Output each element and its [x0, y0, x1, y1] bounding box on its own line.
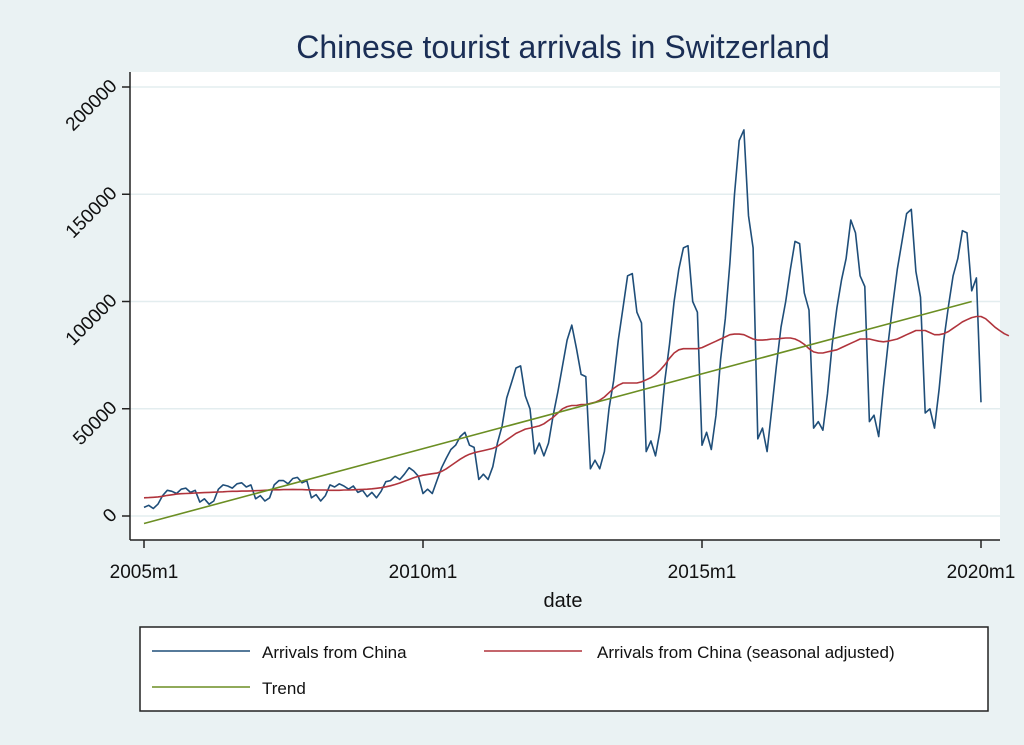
x-tick-label: 2005m1 [110, 562, 179, 583]
x-tick-label: 2020m1 [947, 562, 1016, 583]
plot-area [130, 72, 1000, 540]
legend-label-seasonal-adjusted: Arrivals from China (seasonal adjusted) [597, 643, 895, 662]
x-axis-title: date [544, 590, 583, 612]
series-seasonal-adjusted-line [143, 315, 1010, 499]
y-tick-label: 0 [99, 505, 121, 527]
chart-title: Chinese tourist arrivals in Switzerland [296, 29, 830, 65]
series-trend-line [143, 300, 972, 525]
legend-box [139, 626, 989, 712]
y-tick-label: 50000 [69, 397, 121, 449]
legend: Arrivals from China Arrivals from China … [139, 626, 989, 712]
x-tick-label: 2015m1 [668, 562, 737, 583]
x-axis-ticks: 2005m1 2010m1 2015m1 2020m1 [110, 540, 1016, 583]
y-tick-label: 200000 [62, 76, 122, 136]
gridlines [130, 86, 1000, 517]
legend-label-arrivals: Arrivals from China [262, 643, 407, 662]
series-layer [143, 129, 1010, 525]
x-tick-label: 2010m1 [389, 562, 458, 583]
legend-label-trend: Trend [262, 679, 306, 698]
y-tick-label: 150000 [62, 183, 122, 243]
y-axis-ticks: 0 50000 100000 150000 200000 [62, 76, 130, 527]
y-tick-label: 100000 [62, 290, 122, 350]
series-arrivals-line [143, 129, 982, 510]
